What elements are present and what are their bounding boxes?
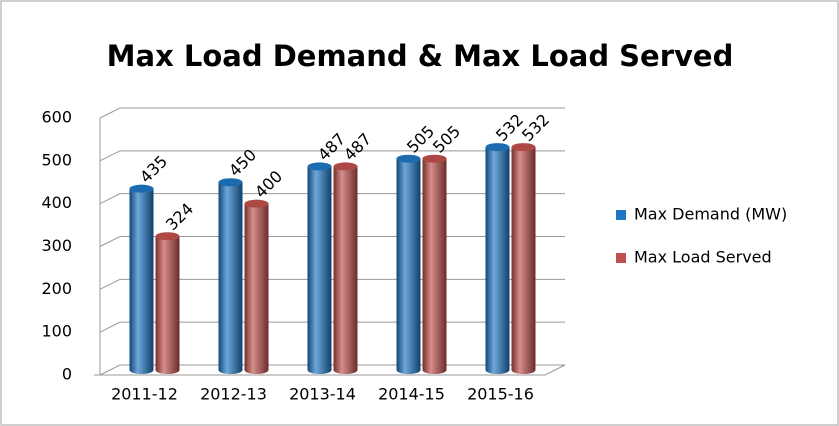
bar-cap bbox=[485, 143, 510, 152]
bar bbox=[218, 182, 243, 370]
x-tick-label: 2015-16 bbox=[467, 385, 534, 404]
y-tick-label: 600 bbox=[41, 108, 72, 127]
bar bbox=[511, 147, 536, 370]
y-tick-label: 500 bbox=[41, 150, 72, 169]
bar-cap bbox=[129, 184, 154, 193]
chart-title: Max Load Demand & Max Load Served bbox=[107, 39, 734, 73]
bar-cap bbox=[244, 199, 269, 208]
bar bbox=[307, 166, 332, 370]
legend-label: Max Demand (MW) bbox=[634, 205, 787, 224]
bar-cap bbox=[396, 154, 421, 163]
bar-cap bbox=[307, 162, 332, 171]
legend-label: Max Load Served bbox=[634, 248, 772, 267]
bar bbox=[129, 188, 154, 370]
y-tick-label: 200 bbox=[41, 279, 72, 298]
legend-swatch bbox=[616, 253, 626, 263]
y-tick-label: 0 bbox=[62, 365, 72, 384]
bar-cap bbox=[218, 178, 243, 187]
x-tick-label: 2014-15 bbox=[378, 385, 445, 404]
y-tick-label: 300 bbox=[41, 236, 72, 255]
bar bbox=[155, 236, 180, 370]
floor bbox=[99, 364, 566, 376]
bar-cap bbox=[511, 143, 536, 152]
bar bbox=[396, 158, 421, 370]
legend-swatch bbox=[616, 210, 626, 220]
bar-cap bbox=[155, 232, 180, 241]
y-tick-label: 100 bbox=[41, 322, 72, 341]
y-tick-label: 400 bbox=[41, 193, 72, 212]
x-tick-label: 2011-12 bbox=[111, 385, 178, 404]
x-tick-label: 2012-13 bbox=[200, 385, 267, 404]
grid-line bbox=[99, 150, 565, 162]
bar bbox=[422, 158, 447, 370]
bar-cap bbox=[333, 162, 358, 171]
bar bbox=[244, 203, 269, 370]
x-tick-label: 2013-14 bbox=[289, 385, 356, 404]
bar bbox=[485, 147, 510, 370]
bar-cap bbox=[422, 154, 447, 163]
bar bbox=[333, 166, 358, 370]
grid-line bbox=[99, 107, 565, 119]
